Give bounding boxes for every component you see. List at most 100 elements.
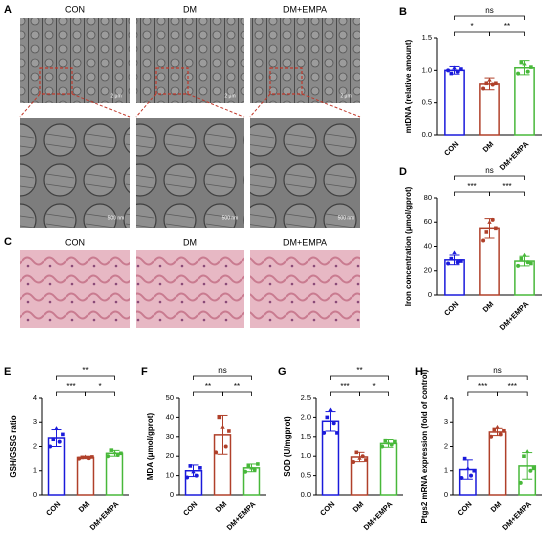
x-tick-label: DM <box>77 499 92 514</box>
data-point <box>459 259 463 263</box>
sig-label: ** <box>356 366 362 375</box>
data-point <box>487 220 492 224</box>
y-tick-label: 3 <box>444 417 448 426</box>
data-point <box>188 464 193 468</box>
x-tick-label: CON <box>181 499 199 517</box>
image-label: CON <box>65 237 85 247</box>
data-point <box>490 82 495 87</box>
x-tick-label: DM+EMPA <box>362 499 395 532</box>
panel-letter: B <box>399 6 407 18</box>
scale-label: 500 nm <box>108 215 125 221</box>
em-zoom-image <box>20 118 130 228</box>
data-point <box>191 469 196 474</box>
data-point <box>489 434 494 439</box>
data-point <box>335 431 339 435</box>
data-point <box>459 67 463 71</box>
y-tick-label: 0 <box>428 290 432 299</box>
data-point <box>90 455 94 459</box>
sig-label: ** <box>504 22 510 31</box>
image-label: DM <box>183 237 197 247</box>
y-axis-label: SOD (U/mgprot) <box>283 416 292 477</box>
y-tick-label: 4 <box>444 393 448 402</box>
zoom-line <box>187 93 245 118</box>
scale-label: 2 μm <box>224 93 235 99</box>
sig-bracket <box>85 391 115 396</box>
sig-bracket <box>454 175 525 180</box>
scale-label: 2 μm <box>340 93 351 99</box>
data-point <box>452 65 457 70</box>
x-tick-label: CON <box>442 299 460 317</box>
data-point <box>80 455 85 460</box>
data-point <box>214 450 219 455</box>
data-point <box>252 467 257 472</box>
y-axis-label: Ptgs2 mRNA expression (fold of control) <box>420 369 429 523</box>
data-point <box>198 466 202 470</box>
y-tick-label: 30 <box>166 432 174 441</box>
data-point <box>525 69 530 74</box>
sig-label: * <box>372 382 375 391</box>
bar <box>76 456 95 496</box>
data-point <box>518 480 523 485</box>
data-point <box>502 428 506 433</box>
data-point <box>119 451 123 456</box>
data-point <box>494 81 498 86</box>
y-tick-label: 60 <box>424 217 432 226</box>
y-axis-label: mtDNA (relative amount) <box>404 39 413 133</box>
sig-bracket <box>454 191 490 196</box>
zoom-line <box>135 93 157 118</box>
data-point <box>54 426 59 430</box>
panel-letter: D <box>399 166 407 178</box>
data-point <box>106 454 111 459</box>
data-point <box>256 462 260 466</box>
data-point <box>490 217 495 222</box>
data-point <box>519 60 524 65</box>
y-tick-label: 80 <box>424 193 432 202</box>
panel-letter: G <box>278 366 287 378</box>
data-point <box>112 450 117 455</box>
data-point <box>360 454 365 459</box>
data-point <box>492 427 497 432</box>
zoom-box <box>39 67 73 95</box>
em-image <box>20 18 130 103</box>
he-image <box>136 250 244 328</box>
panel-letter: C <box>4 236 12 248</box>
sig-bracket <box>489 191 525 196</box>
bar <box>444 69 465 136</box>
zoom-line <box>249 93 271 118</box>
sig-bracket <box>454 31 490 36</box>
sig-bracket <box>222 391 252 396</box>
sig-bracket <box>489 31 525 36</box>
data-point <box>83 454 88 459</box>
data-point <box>495 424 500 429</box>
y-tick-label: 0.0 <box>422 130 432 139</box>
y-tick-label: 0.5 <box>422 98 432 107</box>
panel-letter: E <box>4 366 11 378</box>
data-point <box>217 415 222 420</box>
sig-label: ns <box>485 6 493 15</box>
sig-label: ** <box>82 366 88 375</box>
y-axis-label: MDA (μmol/gprot) <box>146 413 155 481</box>
data-point <box>364 458 368 462</box>
data-point <box>516 263 521 268</box>
data-point <box>531 466 536 471</box>
data-point <box>529 261 533 266</box>
data-point <box>51 437 56 442</box>
sig-bracket <box>454 15 525 20</box>
sig-label: *** <box>478 382 487 391</box>
data-point <box>487 77 492 82</box>
sig-label: *** <box>508 382 517 391</box>
x-tick-label: DM <box>351 499 366 514</box>
em-zoom-image <box>250 118 360 228</box>
sig-bracket <box>330 391 360 396</box>
data-point <box>484 81 489 86</box>
y-tick-label: 2.5 <box>301 393 311 402</box>
data-point <box>380 444 385 449</box>
y-tick-label: 40 <box>424 241 432 250</box>
data-point <box>446 261 451 266</box>
sig-label: ns <box>485 166 493 175</box>
y-tick-label: 1.5 <box>422 33 432 42</box>
sig-bracket <box>467 391 498 396</box>
data-point <box>522 454 526 458</box>
data-point <box>525 260 530 265</box>
y-axis-label: GSH/GSSG ratio <box>9 415 18 477</box>
